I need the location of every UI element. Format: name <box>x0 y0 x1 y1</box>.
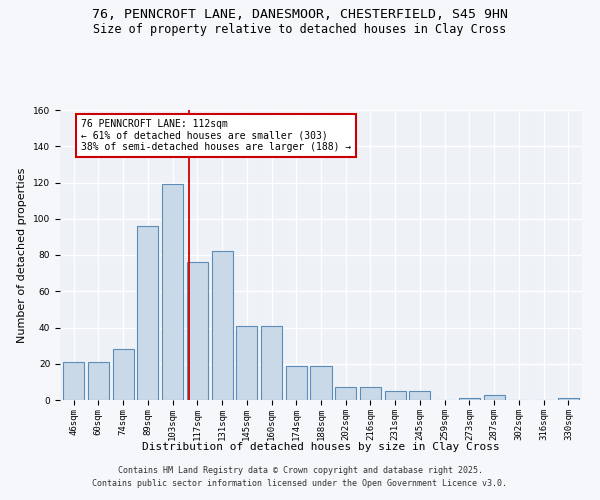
Bar <box>409 391 430 400</box>
Text: Distribution of detached houses by size in Clay Cross: Distribution of detached houses by size … <box>142 442 500 452</box>
Bar <box>310 366 332 400</box>
Bar <box>137 226 158 400</box>
Bar <box>113 349 134 400</box>
Text: Size of property relative to detached houses in Clay Cross: Size of property relative to detached ho… <box>94 22 506 36</box>
Bar <box>360 388 381 400</box>
Y-axis label: Number of detached properties: Number of detached properties <box>17 168 28 342</box>
Bar <box>286 366 307 400</box>
Bar <box>236 326 257 400</box>
Bar <box>212 252 233 400</box>
Bar <box>162 184 183 400</box>
Text: 76 PENNCROFT LANE: 112sqm
← 61% of detached houses are smaller (303)
38% of semi: 76 PENNCROFT LANE: 112sqm ← 61% of detac… <box>81 119 351 152</box>
Bar <box>385 391 406 400</box>
Text: Contains HM Land Registry data © Crown copyright and database right 2025.
Contai: Contains HM Land Registry data © Crown c… <box>92 466 508 487</box>
Bar <box>459 398 480 400</box>
Bar <box>558 398 579 400</box>
Bar <box>484 394 505 400</box>
Bar <box>63 362 84 400</box>
Bar <box>335 388 356 400</box>
Bar <box>88 362 109 400</box>
Text: 76, PENNCROFT LANE, DANESMOOR, CHESTERFIELD, S45 9HN: 76, PENNCROFT LANE, DANESMOOR, CHESTERFI… <box>92 8 508 20</box>
Bar <box>187 262 208 400</box>
Bar <box>261 326 282 400</box>
